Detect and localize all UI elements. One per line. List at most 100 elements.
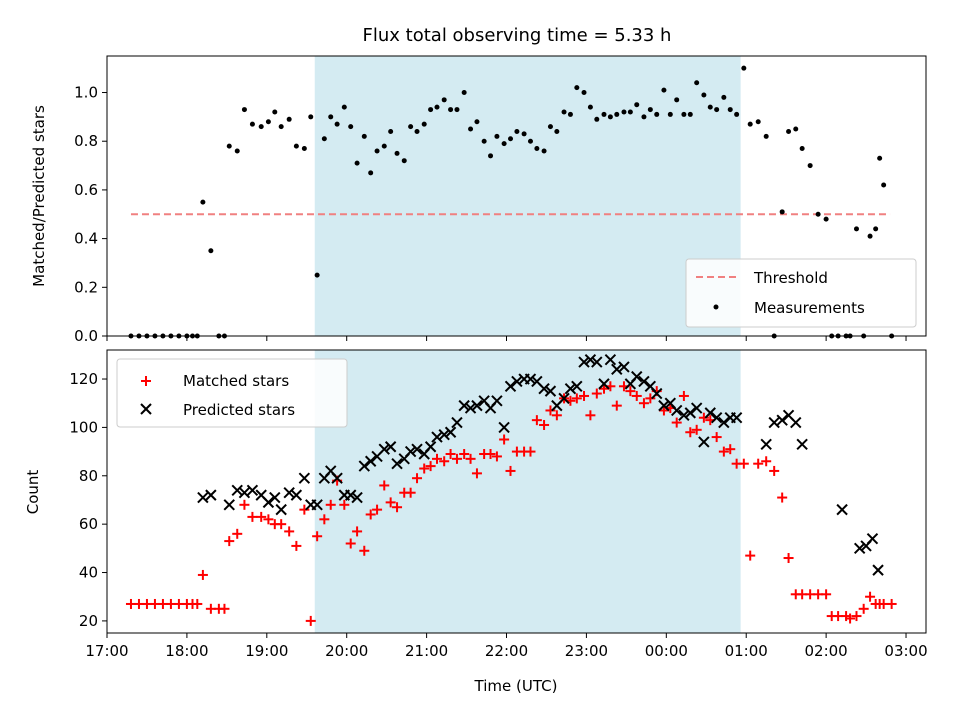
- predicted-point: [351, 491, 363, 504]
- matched-point: [312, 531, 323, 542]
- matched-point: [678, 390, 689, 401]
- ratio-plot-frame: [106, 55, 927, 337]
- predicted-point: [262, 496, 275, 509]
- predicted-point: [776, 414, 788, 426]
- predicted-point: [275, 503, 287, 516]
- matched-point: [291, 540, 302, 551]
- measurement-point: [681, 111, 687, 117]
- measurement-point: [561, 109, 567, 115]
- measurement-point: [707, 104, 713, 110]
- predicted-point: [290, 489, 303, 501]
- predicted-point: [768, 416, 780, 429]
- predicted-point: [404, 445, 417, 458]
- y-tick-label: 0.8: [74, 132, 98, 150]
- matched-point: [451, 453, 462, 464]
- legend-measurements-label: Measurements: [754, 299, 865, 317]
- matched-point: [485, 449, 496, 460]
- count-legend: Matched stars Predicted stars: [116, 358, 348, 428]
- predicted-point: [698, 436, 710, 448]
- predicted-point: [231, 484, 243, 496]
- measurement-point: [815, 211, 821, 217]
- matched-point: [299, 504, 310, 515]
- count-marks: [125, 353, 897, 626]
- ratio-y-ticks: 0.0 0.2 0.4 0.6 0.8 1.0: [74, 84, 107, 345]
- measurement-point: [667, 111, 673, 117]
- matched-point: [761, 456, 772, 467]
- x-axis-label: Time (UTC): [474, 677, 558, 695]
- matched-point: [591, 388, 602, 399]
- matched-point: [685, 427, 696, 438]
- measurement-point: [779, 209, 785, 215]
- measurement-point: [661, 87, 667, 93]
- count-shaded-window: [314, 350, 741, 633]
- measurement-point: [421, 121, 427, 127]
- measurement-point: [454, 107, 460, 113]
- measurement-point: [278, 124, 284, 130]
- matched-point: [365, 509, 376, 520]
- predicted-point: [866, 532, 879, 545]
- ratio-panel: 0.0 0.2 0.4 0.6 0.8 1.0 Matched/Predicted sta…: [30, 55, 927, 345]
- measurement-point: [721, 94, 727, 100]
- matched-point: [645, 393, 656, 404]
- measurement-point: [481, 138, 487, 144]
- measurement-point: [674, 97, 680, 103]
- matched-point: [539, 419, 550, 430]
- measurement-point: [601, 111, 607, 117]
- matched-point: [631, 390, 642, 401]
- measurement-point: [226, 143, 232, 149]
- y-tick-label: 100: [69, 418, 98, 436]
- measurement-point: [488, 153, 494, 159]
- predicted-point: [524, 373, 537, 385]
- ratio-x-ticks: [106, 336, 907, 341]
- measurement-point: [401, 158, 407, 164]
- measurement-point: [321, 136, 327, 142]
- predicted-point: [796, 438, 808, 451]
- matched-point: [284, 526, 295, 537]
- measurement-point: [594, 116, 600, 122]
- predicted-point: [718, 416, 730, 429]
- predicted-point: [458, 399, 470, 412]
- measurement-point: [853, 226, 859, 232]
- legend-threshold-label: Threshold: [753, 269, 828, 287]
- matched-point: [551, 410, 562, 421]
- x-tick-label: 03:00: [884, 642, 927, 660]
- y-tick-label: 40: [79, 564, 98, 582]
- predicted-point: [658, 399, 670, 412]
- matched-point: [439, 456, 450, 467]
- measurement-point: [441, 97, 447, 103]
- matched-point: [545, 405, 556, 416]
- x-tick-label: 01:00: [725, 642, 768, 660]
- measurement-point: [434, 104, 440, 110]
- measurement-point: [607, 114, 613, 120]
- predicted-point: [491, 395, 503, 407]
- matched-point: [197, 569, 208, 580]
- measurement-point: [587, 104, 593, 110]
- matched-point: [219, 603, 230, 614]
- measurement-point: [799, 146, 805, 152]
- matched-point: [718, 446, 729, 457]
- y-tick-label: 20: [79, 612, 98, 630]
- matched-point: [579, 390, 590, 401]
- predicted-point: [684, 407, 696, 419]
- matched-point: [339, 499, 350, 510]
- measurement-point: [334, 121, 340, 127]
- matched-point: [777, 492, 788, 503]
- measurement-point: [755, 119, 761, 125]
- predicted-point: [378, 443, 390, 455]
- measurement-point: [741, 65, 747, 71]
- ratio-legend: Threshold Measurements: [685, 258, 917, 328]
- legend-matched-label: Matched stars: [183, 372, 289, 390]
- matched-point: [691, 424, 702, 435]
- predicted-point: [283, 487, 295, 499]
- predicted-point: [710, 412, 723, 424]
- y-tick-label: 80: [79, 467, 98, 485]
- predicted-point: [511, 375, 523, 388]
- predicted-point: [591, 356, 603, 368]
- predicted-point: [451, 416, 463, 429]
- legend-matched-swatch: [141, 376, 151, 386]
- measurement-point: [621, 109, 627, 115]
- predicted-point: [331, 472, 343, 484]
- measurement-point: [348, 124, 354, 130]
- matched-point: [769, 465, 780, 476]
- predicted-point: [411, 443, 423, 455]
